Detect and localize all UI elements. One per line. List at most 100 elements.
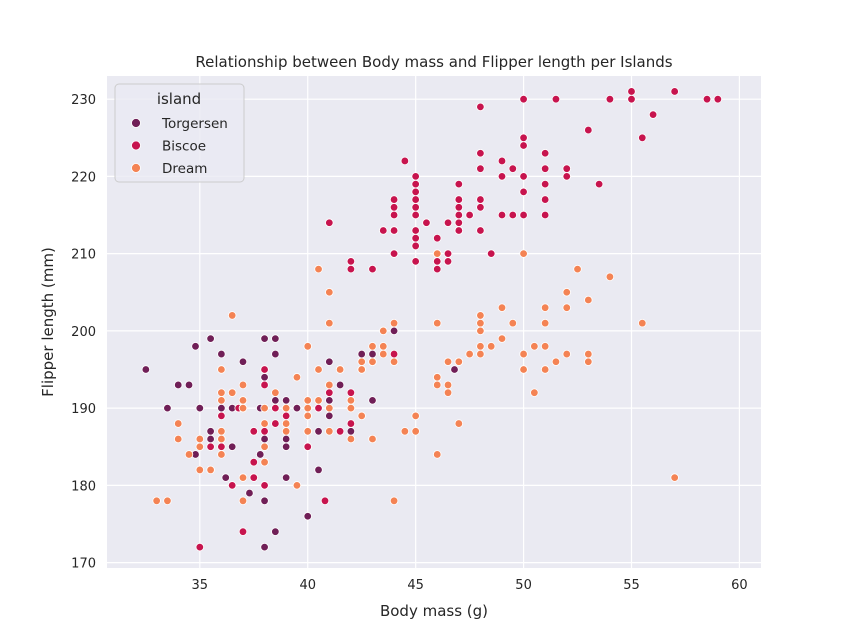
data-point [433,318,442,328]
data-point [303,342,312,351]
data-point [476,349,485,359]
data-point [325,218,334,227]
data-point [184,380,194,390]
data-point [221,473,230,482]
data-point [238,396,248,405]
data-point [411,226,420,235]
data-point [411,172,420,181]
data-point [368,342,377,351]
y-tick-label: 180 [71,479,96,494]
data-point [368,434,377,444]
data-point [335,380,345,390]
data-point [303,411,312,421]
y-axis-label: Flipper length (mm) [39,247,57,397]
data-point [314,403,323,413]
data-point [540,303,550,312]
data-point [314,365,323,374]
data-point [540,149,550,158]
data-point [303,512,312,521]
data-point [174,380,183,390]
data-point [497,210,507,220]
y-tick-label: 210 [71,248,96,263]
x-tick-label: 50 [515,578,532,593]
legend-label: Torgersen [161,116,228,132]
data-point [443,218,453,227]
data-point [497,303,507,312]
data-point [174,419,183,428]
data-point [519,210,528,220]
data-point [271,396,280,405]
data-point [519,172,528,181]
data-point [389,210,399,220]
data-point [260,373,269,382]
data-point [519,141,528,150]
data-point [260,365,269,374]
data-point [530,342,539,351]
data-point [454,218,464,227]
data-point [152,496,161,506]
legend-box [114,83,245,183]
data-point [584,295,593,305]
data-point [357,411,366,421]
data-point [325,427,334,436]
data-point [206,434,215,444]
data-point [476,164,485,173]
data-point [540,195,550,204]
data-point [227,388,237,397]
data-point [497,156,507,166]
x-tick-labels: 35 40 45 50 55 60 [192,578,748,593]
data-point [325,380,334,390]
data-point [389,349,399,359]
data-point [314,465,323,475]
data-point [281,442,291,451]
data-point [346,388,356,397]
data-point [260,403,269,413]
data-point [389,496,399,506]
data-point [476,311,485,320]
data-point [346,427,356,436]
data-point [670,473,679,482]
data-point [638,318,647,328]
data-point [443,357,453,366]
data-point [379,342,388,351]
data-point [627,94,636,104]
data-point [433,450,442,459]
data-point [530,388,539,397]
data-point [433,257,442,266]
data-point [217,427,226,436]
data-point [540,365,550,374]
data-point [256,450,265,459]
data-point [271,403,280,413]
data-point [141,365,151,374]
data-point [217,450,226,459]
data-point [411,195,420,204]
data-point [411,187,420,197]
data-point [454,203,464,212]
data-point [562,164,571,173]
data-point [540,210,550,220]
data-point [281,427,291,436]
data-point [605,94,615,104]
data-point [476,203,485,212]
data-point [433,249,442,258]
data-point [260,481,269,490]
data-point [519,365,528,374]
series-dream [152,249,679,506]
data-point [389,203,399,212]
data-point [476,318,485,328]
data-point [303,403,312,413]
data-point [443,249,453,258]
data-point [217,365,226,374]
data-point [281,419,291,428]
legend-label: Dream [162,161,207,177]
data-point [411,411,420,421]
data-point [411,179,420,189]
data-point [562,172,571,181]
data-point [271,419,280,428]
data-point [400,427,410,436]
data-point [292,481,302,490]
legend-marker [131,140,141,151]
data-point [271,334,280,343]
data-point [174,434,183,444]
